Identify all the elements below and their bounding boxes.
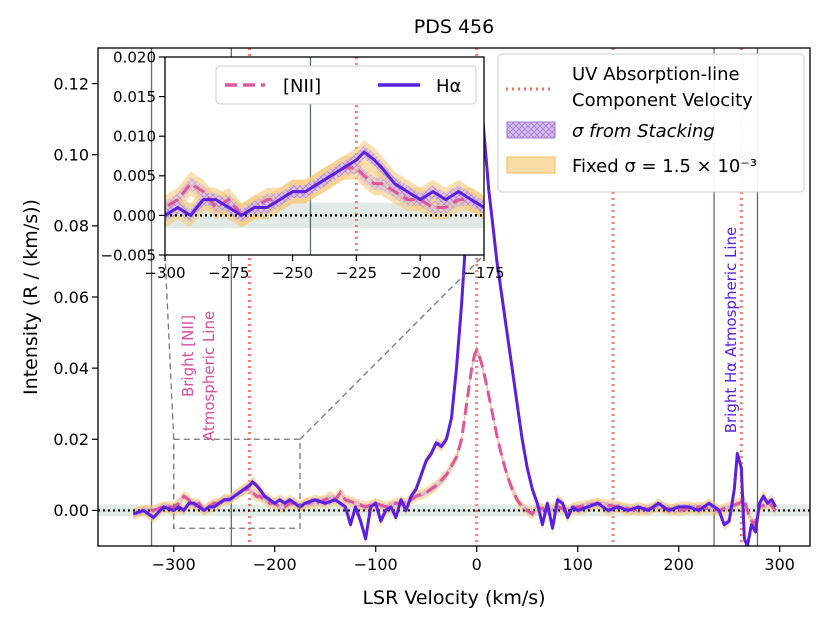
main-y-tick-label-3: 0.06 bbox=[53, 288, 89, 307]
inset-ha-series-line bbox=[165, 150, 484, 217]
legend-stack-swatch bbox=[506, 121, 556, 139]
main-y-tick-label-0: 0.00 bbox=[53, 501, 89, 520]
main-x-tick-label-5: 200 bbox=[663, 555, 694, 574]
legend-stack-label: σ from Stacking bbox=[572, 121, 715, 142]
inset-legend-ha-label: Hα bbox=[436, 76, 461, 97]
inset-plot: −300 −275 −250 −225 −200 −175 −0.005 0.000 0.00… bbox=[100, 48, 505, 282]
inset-legend-nii-label: [NII] bbox=[283, 76, 321, 97]
zoom-box bbox=[173, 438, 301, 529]
main-x-tick-label-6: 300 bbox=[764, 555, 795, 574]
zoom-guides bbox=[164, 254, 485, 529]
main-y-tick-label-1: 0.02 bbox=[53, 430, 89, 449]
main-nii-stack-band bbox=[133, 347, 776, 528]
inset-data-layer bbox=[165, 57, 484, 255]
y-axis-label: Intensity (R / (km/s)) bbox=[20, 199, 42, 395]
main-ha-series-line bbox=[132, 82, 777, 546]
main-y-tick-label-5: 0.10 bbox=[53, 145, 89, 164]
inset-x-tick-label-4: −200 bbox=[400, 264, 441, 282]
main-y-tick-label-6: 0.12 bbox=[53, 74, 89, 93]
inset-x-tick-label-5: −175 bbox=[463, 264, 504, 282]
nii-atm-annotation-2: Atmospheric Line bbox=[200, 311, 218, 441]
main-x-tick-label-2: −100 bbox=[354, 555, 398, 574]
legend-fixed-swatch bbox=[506, 156, 556, 174]
inset-x-tick-label-0: −300 bbox=[144, 264, 185, 282]
inset-y-tick-label-1: 0.000 bbox=[113, 207, 156, 225]
y-axis: 0.00 0.02 0.04 0.06 0.08 0.10 0.12 bbox=[53, 74, 98, 520]
ha-atm-annotation: Bright Hα Atmospheric Line bbox=[722, 227, 740, 434]
x-axis-label: LSR Velocity (km/s) bbox=[362, 587, 545, 609]
main-x-tick-label-3: 0 bbox=[472, 555, 482, 574]
inset-x-tick-label-3: −225 bbox=[336, 264, 377, 282]
main-y-tick-label-2: 0.04 bbox=[53, 359, 89, 378]
chart-title: PDS 456 bbox=[414, 16, 494, 38]
inset-x-tick-label-1: −275 bbox=[208, 264, 249, 282]
inset-y-tick-label-4: 0.015 bbox=[113, 88, 156, 106]
inset-frame bbox=[164, 56, 485, 256]
zoom-guide-left bbox=[164, 254, 175, 440]
main-x-tick-label-1: −200 bbox=[253, 555, 297, 574]
inset-legend-box bbox=[215, 65, 477, 105]
inset-legend: [NII] Hα bbox=[215, 65, 477, 105]
inset-y-tick-label-2: 0.005 bbox=[113, 167, 156, 185]
legend-fixed-label: Fixed σ = 1.5 × 10⁻³ bbox=[572, 156, 757, 177]
main-x-tick-label-0: −300 bbox=[152, 555, 196, 574]
legend-uv-label-1: UV Absorption-line bbox=[572, 64, 740, 85]
main-x-tick-label-4: 100 bbox=[562, 555, 593, 574]
nii-atm-annotation-1: Bright [NII] bbox=[179, 315, 197, 397]
inset-x-tick-label-2: −250 bbox=[272, 264, 313, 282]
zoom-guide-right bbox=[299, 254, 485, 440]
inset-y-tick-label-3: 0.010 bbox=[113, 128, 156, 146]
main-legend: UV Absorption-line Component Velocity σ … bbox=[497, 53, 805, 193]
inset-y-tick-label-0: −0.005 bbox=[100, 246, 156, 264]
x-axis: −300 −200 −100 0 100 200 300 bbox=[152, 546, 795, 574]
main-plot: −300 −200 −100 0 100 200 300 0.000.020.040.060… bbox=[20, 47, 811, 609]
inset-nii-stack-band bbox=[165, 161, 484, 222]
inset-y-axis: −0.005 0.000 0.005 0.010 0.015 0.020 bbox=[100, 48, 165, 264]
inset-y-tick-label-5: 0.020 bbox=[113, 48, 156, 66]
main-data-layer bbox=[98, 48, 810, 546]
main-legend-box bbox=[497, 53, 805, 193]
inset-x-axis: −300 −275 −250 −225 −200 −175 bbox=[144, 255, 505, 282]
main-y-tick-label-4: 0.08 bbox=[53, 217, 89, 236]
legend-uv-label-2: Component Velocity bbox=[572, 90, 753, 111]
